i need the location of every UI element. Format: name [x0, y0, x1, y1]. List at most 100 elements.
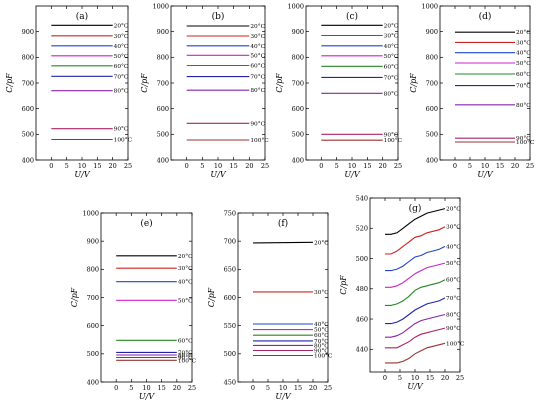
- series-label: 100°C: [250, 138, 269, 144]
- y-axis-label: C/pF: [275, 73, 284, 93]
- y-tick-label: 600: [87, 322, 99, 330]
- x-tick-label: 0: [251, 384, 255, 392]
- series-label: 80°C: [114, 89, 129, 95]
- series-label: 30°C: [178, 266, 193, 272]
- series-label: 30°C: [384, 34, 399, 40]
- y-tick-label: 550: [224, 322, 236, 330]
- series-label: 50°C: [384, 54, 399, 60]
- series-label: 70°C: [446, 296, 461, 302]
- x-tick-label: 25: [526, 162, 534, 170]
- series-label: 40°C: [250, 44, 265, 50]
- series-label: 40°C: [446, 244, 461, 250]
- series-label: 90°C: [314, 348, 329, 354]
- y-tick-label: 900: [426, 28, 438, 36]
- x-tick-label: 25: [261, 162, 269, 170]
- series-line: [385, 313, 446, 338]
- series-line: [385, 262, 446, 288]
- y-tick-label: 700: [22, 79, 34, 87]
- x-tick-label: 5: [398, 374, 402, 382]
- series-label: 90°C: [178, 355, 193, 361]
- x-tick-label: 10: [279, 384, 287, 392]
- series-label: 80°C: [178, 353, 193, 359]
- x-tick-label: 20: [245, 162, 253, 170]
- y-tick-label: 600: [22, 105, 34, 113]
- series-label: 90°C: [250, 121, 265, 127]
- y-tick-label: 600: [292, 105, 304, 113]
- series-line: [385, 297, 446, 325]
- x-tick-label: 20: [309, 384, 317, 392]
- x-tick-label: 10: [214, 162, 222, 170]
- y-tick-label: 500: [426, 131, 438, 139]
- series-label: 100°C: [314, 354, 333, 360]
- y-tick-label: 800: [87, 266, 99, 274]
- y-tick-label: 700: [157, 79, 169, 87]
- x-axis-label: U/V: [139, 392, 155, 401]
- series-line: [385, 226, 446, 255]
- y-tick-label: 900: [157, 28, 169, 36]
- panel-d: 0 5 10 15 20 25 400 500 600 700 800 900 1000 U/V C/pF (…: [409, 2, 535, 179]
- series-label: 70°C: [178, 350, 193, 356]
- x-tick-label: 20: [511, 162, 519, 170]
- y-axis-label: C/pF: [70, 287, 79, 307]
- panel-label: (g): [409, 203, 422, 214]
- series-label: 50°C: [446, 261, 461, 267]
- y-tick-label: 400: [87, 378, 99, 386]
- y-tick-label: 700: [87, 294, 99, 302]
- x-tick-label: 20: [441, 374, 449, 382]
- panel-f: 0 5 10 15 20 25 450 500 550 600 650 700 750 U/V C/pF (f…: [207, 209, 333, 401]
- series-label: 90°C: [384, 132, 399, 138]
- series-label: 20°C: [516, 30, 531, 36]
- series-label: 40°C: [178, 280, 193, 286]
- x-tick-label: 5: [468, 162, 472, 170]
- series-label: 30°C: [114, 34, 129, 40]
- panel-label: (d): [479, 11, 492, 22]
- series-label: 60°C: [314, 333, 329, 339]
- y-tick-label: 1000: [152, 2, 169, 10]
- x-tick-label: 15: [426, 374, 434, 382]
- y-tick-label: 400: [292, 156, 304, 164]
- x-tick-label: 25: [394, 162, 402, 170]
- x-tick-label: 15: [93, 162, 101, 170]
- series-label: 80°C: [250, 88, 265, 94]
- series-label: 50°C: [178, 298, 193, 304]
- x-tick-label: 25: [188, 384, 196, 392]
- x-tick-label: 10: [411, 374, 419, 382]
- x-tick-label: 15: [158, 384, 166, 392]
- x-axis-label: U/V: [210, 170, 226, 179]
- series-label: 90°C: [446, 326, 461, 332]
- series-label: 20°C: [178, 254, 193, 260]
- y-tick-label: 750: [224, 209, 236, 217]
- x-tick-label: 15: [230, 162, 238, 170]
- x-tick-label: 25: [456, 374, 464, 382]
- panel-label: (f): [278, 218, 288, 229]
- panel-e: 0 5 10 15 20 25 400 500 600 700 800 900 1000 U/V C/pF (…: [70, 209, 197, 401]
- x-tick-label: 15: [294, 384, 302, 392]
- panel-a: 0 5 10 15 20 25 400 500 600 700 800 900 U/V C/pF (a) 20…: [5, 5, 133, 179]
- x-tick-label: 10: [142, 384, 150, 392]
- y-tick-label: 600: [426, 105, 438, 113]
- y-tick-label: 480: [356, 285, 368, 293]
- y-tick-label: 1000: [82, 209, 99, 217]
- series-label: 70°C: [384, 75, 399, 81]
- y-axis-label: C/pF: [339, 275, 348, 295]
- x-tick-label: 5: [65, 162, 69, 170]
- x-tick-label: 5: [335, 162, 339, 170]
- y-tick-label: 500: [22, 131, 34, 139]
- series-label: 20°C: [114, 23, 129, 29]
- series-line: [385, 208, 446, 235]
- y-tick-label: 500: [356, 255, 368, 263]
- series-label: 60°C: [446, 278, 461, 284]
- series-label: 30°C: [314, 290, 329, 296]
- x-tick-label: 0: [453, 162, 457, 170]
- y-axis-label: C/pF: [207, 287, 216, 307]
- series-label: 100°C: [516, 140, 535, 146]
- y-tick-label: 540: [356, 194, 368, 202]
- series-label: 60°C: [250, 64, 265, 70]
- panel-label: (a): [76, 11, 88, 22]
- x-tick-label: 5: [266, 384, 270, 392]
- y-tick-label: 500: [292, 131, 304, 139]
- series-label: 80°C: [446, 313, 461, 319]
- series-label: 90°C: [516, 136, 531, 142]
- series-label: 60°C: [178, 338, 193, 344]
- panel-label: (b): [212, 11, 225, 22]
